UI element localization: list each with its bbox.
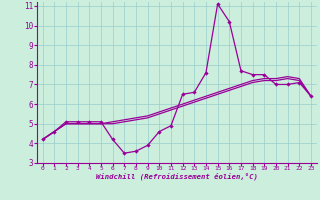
X-axis label: Windchill (Refroidissement éolien,°C): Windchill (Refroidissement éolien,°C): [96, 173, 258, 180]
